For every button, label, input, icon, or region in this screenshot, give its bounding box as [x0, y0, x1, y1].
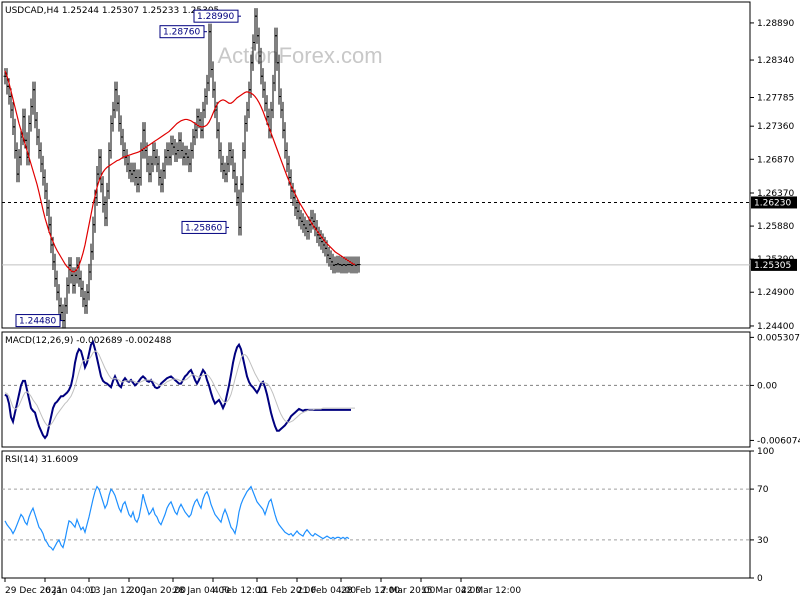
x-tick-label: 28 Feb 12:00 — [341, 586, 400, 596]
panel-title-rsi: RSI(14) 31.6009 — [5, 455, 78, 465]
series-macd-signal — [4, 350, 355, 427]
x-tick-label: 13 Jan 12:00 — [89, 586, 146, 596]
panel-title-price: USDCAD,H4 1.25244 1.25307 1.25233 1.2530… — [5, 6, 219, 16]
y-tick-label-rsi: 100 — [757, 447, 774, 457]
panel-frame-rsi — [1, 450, 751, 579]
y-tick-label-macd: -0.006074 — [757, 436, 800, 446]
x-tick-label: 22 Mar 12:00 — [461, 586, 521, 596]
x-tick-label: 20 Jan 20:00 — [129, 586, 186, 596]
hline-label-bg-price — [751, 258, 797, 271]
y-tick-label-price: 1.24900 — [757, 288, 794, 298]
y-tick-label-price: 1.27785 — [757, 94, 794, 104]
y-tick-label-price: 1.26370 — [757, 189, 794, 199]
hline-label-price: 1.26230 — [754, 198, 791, 208]
series-price-moving-average — [4, 70, 356, 273]
y-tick-label-rsi: 0 — [757, 574, 763, 584]
x-tick-label: 28 Jan 04:00 — [173, 586, 230, 596]
x-tick-label: 21 Feb 04:00 — [297, 586, 356, 596]
panel-title-macd: MACD(12,26,9) -0.002689 -0.002488 — [5, 336, 172, 346]
series-macd-macd — [4, 339, 351, 440]
y-tick-label-price: 1.27360 — [757, 122, 794, 132]
hline-label-price: 1.25305 — [754, 261, 791, 271]
y-tick-label-price: 1.26870 — [757, 155, 794, 165]
series-rsi-rsi — [4, 485, 350, 552]
x-tick-label: 7 Mar 20:00 — [381, 586, 436, 596]
panel-frame-macd — [1, 331, 751, 448]
x-tick-label: 6 Jan 04:00 — [45, 586, 97, 596]
y-tick-label-price: 1.28890 — [757, 19, 794, 29]
y-tick-label-price: 1.25880 — [757, 222, 794, 232]
y-tick-label-rsi: 30 — [757, 536, 769, 546]
price-annotation: 1.25860 — [185, 223, 222, 233]
price-annotation: 1.28760 — [163, 28, 200, 38]
y-tick-label-rsi: 70 — [757, 485, 769, 495]
price-annotation: 1.24480 — [19, 317, 56, 327]
y-tick-label-price: 1.28340 — [757, 56, 794, 66]
panel-frame-price — [1, 1, 751, 329]
hline-label-bg-price — [751, 196, 797, 209]
y-tick-label-macd: 0.005307 — [757, 333, 800, 343]
price-annotation: 1.28990 — [197, 12, 234, 22]
x-tick-label: 4 Feb 12:00 — [213, 586, 267, 596]
x-tick-label: 29 Dec 2021 — [5, 586, 63, 596]
x-tick-label: 11 Feb 20:00 — [257, 586, 316, 596]
x-tick-label: 15 Mar 04:00 — [421, 586, 481, 596]
y-tick-label-macd: 0.00 — [757, 381, 777, 391]
watermark: ActionForex.com — [217, 43, 382, 68]
y-tick-label-price: 1.24400 — [757, 322, 794, 332]
